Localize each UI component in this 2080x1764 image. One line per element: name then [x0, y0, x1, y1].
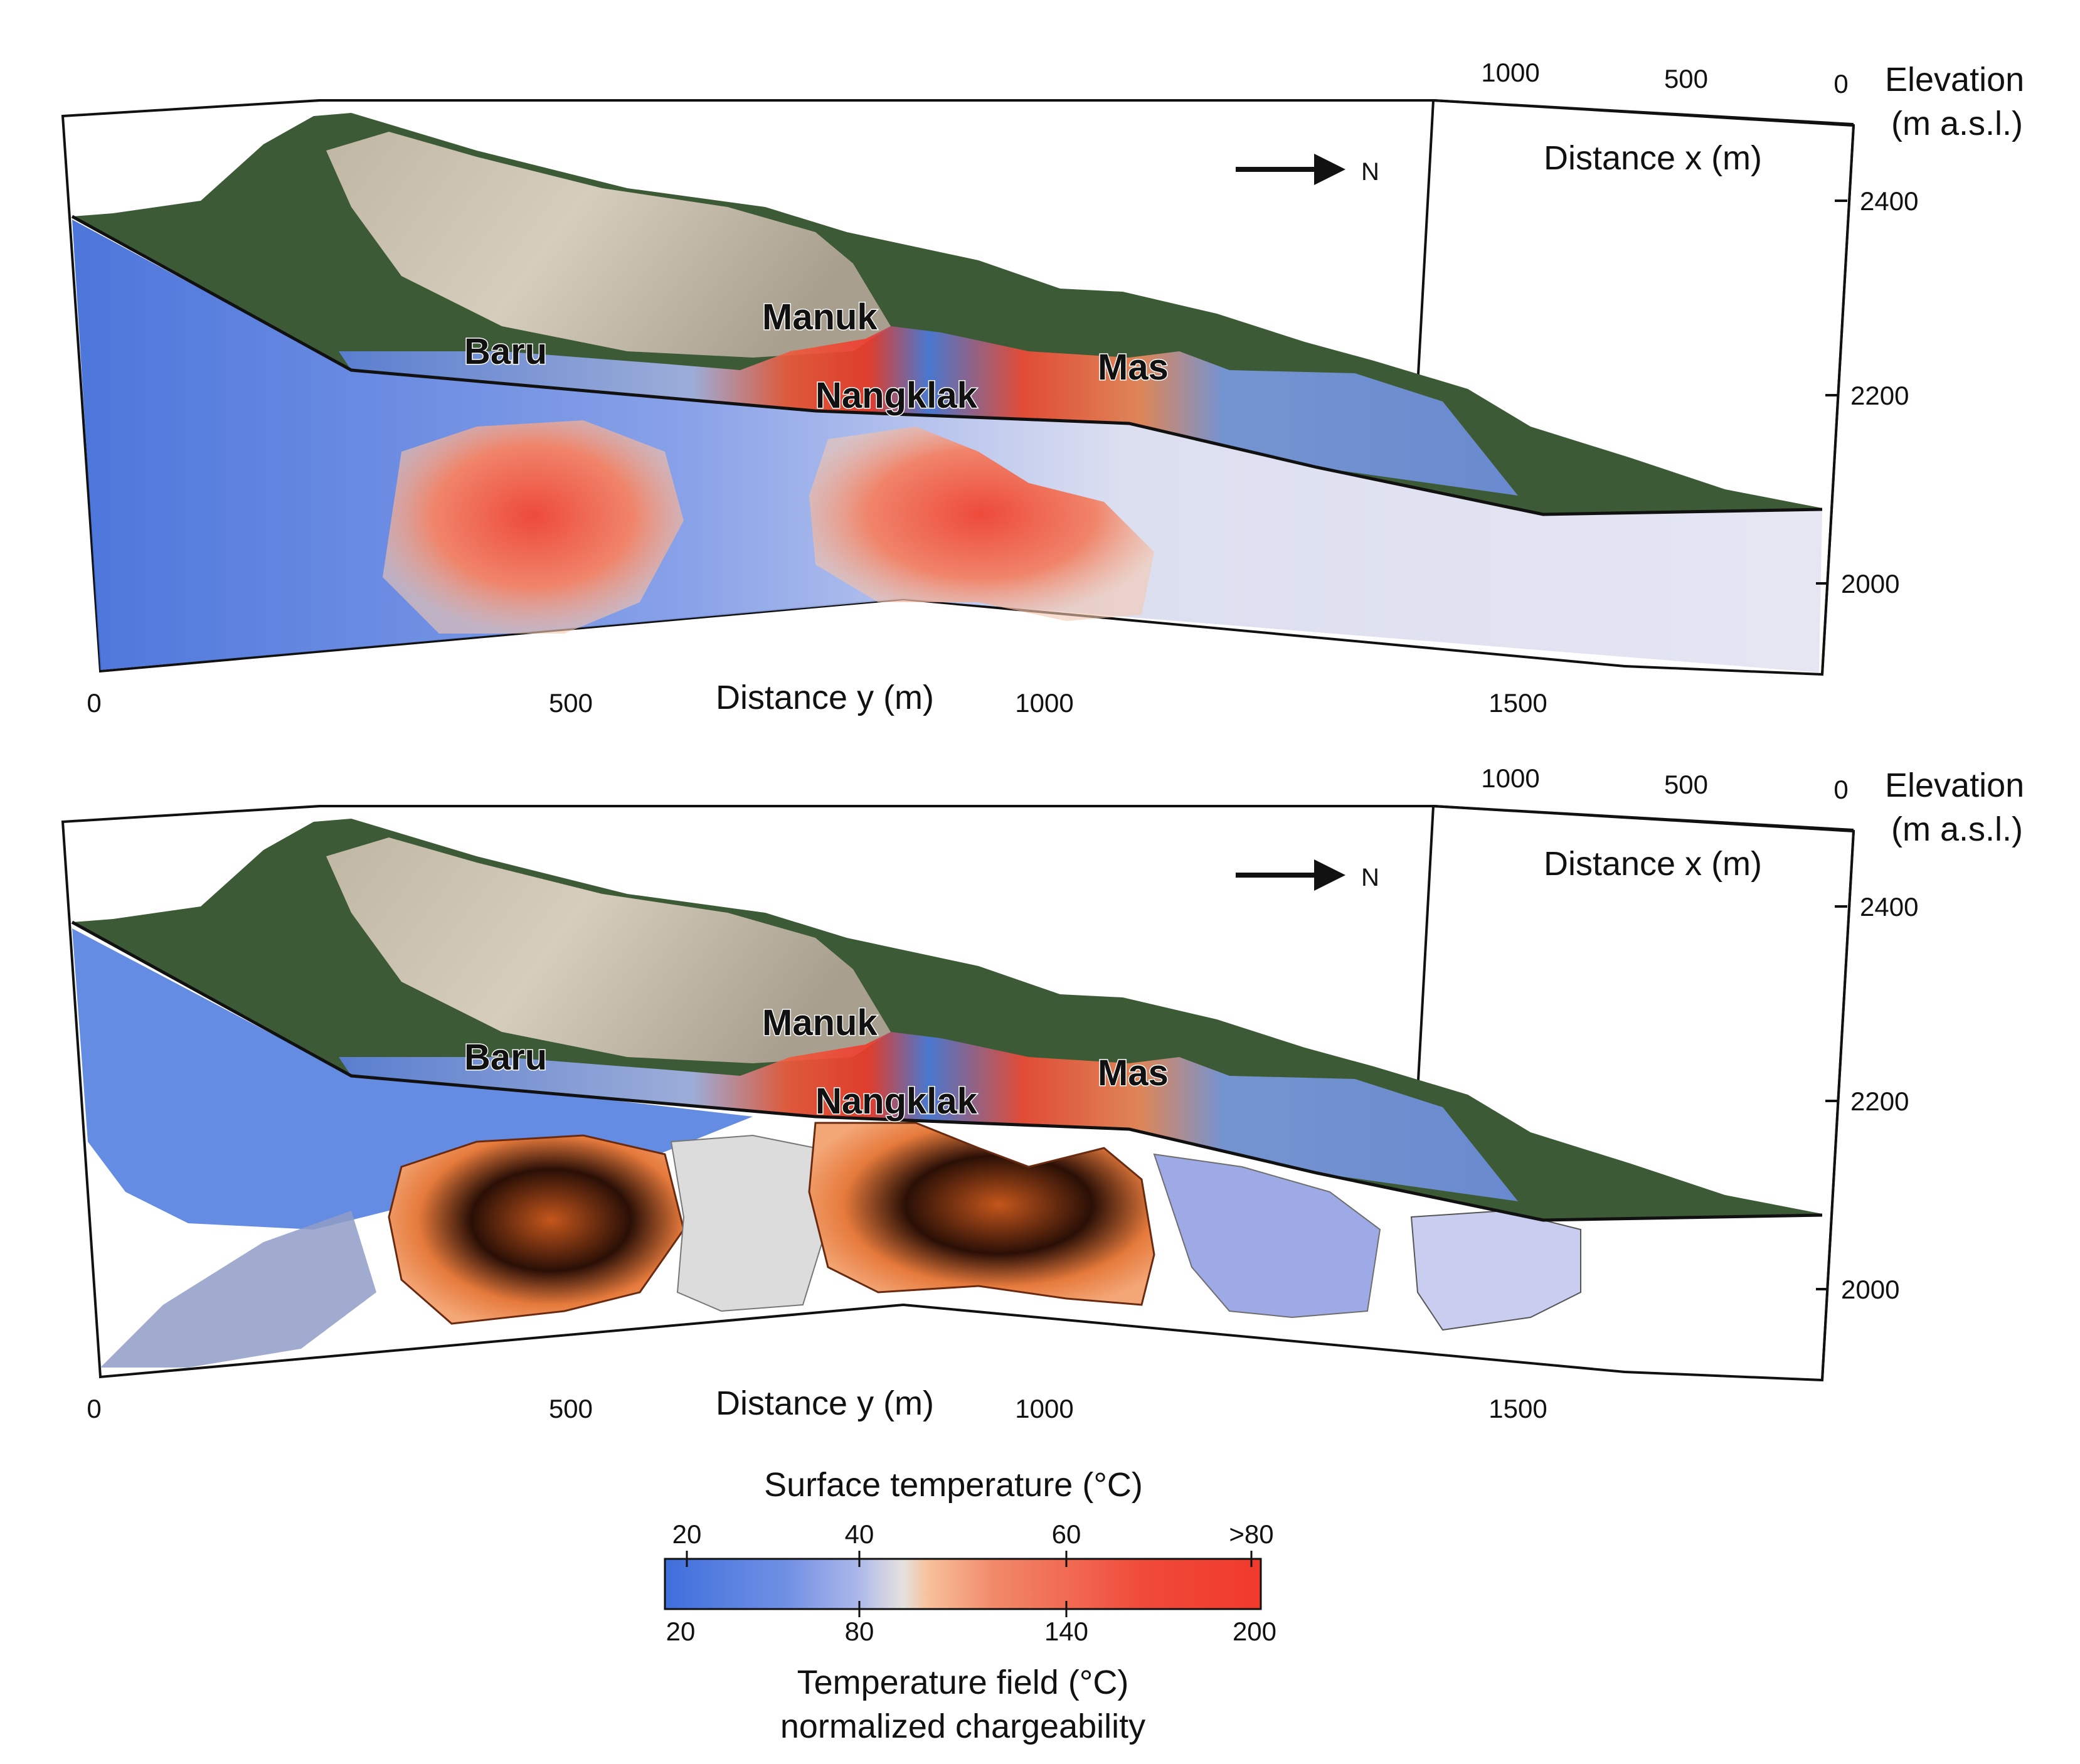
legend-top-tick: 20 — [672, 1519, 702, 1549]
y-tick-label: 1000 — [1015, 1394, 1073, 1423]
x-tick-label: 500 — [1664, 770, 1708, 799]
isosurface-hot-2 — [808, 1122, 1155, 1306]
x-axis-title: Distance x (m) — [1544, 139, 1762, 177]
z-axis-title-line1: Elevation — [1885, 767, 2024, 804]
terrain-surface-temp — [339, 1032, 1518, 1201]
legend-bottom-tick: 200 — [1233, 1617, 1276, 1646]
isosurface-cold-right — [1153, 1153, 1381, 1319]
y-tick-label: 500 — [549, 688, 593, 718]
site-label-baru: Baru — [464, 331, 547, 372]
anomaly-hot-1 — [383, 420, 684, 634]
site-label-nangklak: Nangklak — [815, 1081, 978, 1122]
north-arrow-icon — [1314, 859, 1345, 891]
x-tick-label: 0 — [1833, 69, 1848, 98]
y-axis-title: Distance y (m) — [716, 679, 934, 716]
y-axis-title: Distance y (m) — [716, 1384, 934, 1422]
x-tick-label: 0 — [1833, 775, 1848, 804]
z-tick-label: 2200 — [1850, 381, 1909, 410]
site-label-mas: Mas — [1098, 347, 1169, 388]
x-tick-label: 1000 — [1481, 58, 1539, 87]
site-label-mas: Mas — [1098, 1053, 1169, 1093]
z-tick-label: 2200 — [1850, 1087, 1909, 1116]
y-tick-label: 0 — [87, 688, 101, 718]
site-label-manuk: Manuk — [762, 1002, 878, 1043]
legend-top-tick: >80 — [1229, 1519, 1273, 1549]
x-axis-line — [1433, 805, 1854, 831]
legend-bottom-tick: 80 — [845, 1617, 874, 1646]
legend-bottom-tick: 140 — [1044, 1617, 1088, 1646]
legend-top-tick: 60 — [1052, 1519, 1081, 1549]
legend-top-tick: 40 — [845, 1519, 874, 1549]
isosurface-neutral — [670, 1134, 829, 1312]
x-tick-label: 500 — [1664, 64, 1708, 93]
terrain-ridge-line — [71, 215, 1823, 516]
north-arrow-icon — [1314, 154, 1345, 185]
z-axis-title-line1: Elevation — [1885, 61, 2024, 98]
color-legend: Surface temperature (°C) 20 40 60 >80 20… — [664, 1466, 1276, 1745]
legend-colorbar — [664, 1558, 1262, 1610]
z-tick-label: 2000 — [1841, 1275, 1899, 1304]
z-tick-label: 2000 — [1841, 569, 1899, 598]
z-tick-label: 2400 — [1860, 186, 1918, 216]
site-label-manuk: Manuk — [762, 297, 878, 337]
anomaly-hot-2 — [809, 427, 1154, 621]
terrain-ridge-line — [71, 920, 1823, 1222]
z-tick-label: 2400 — [1860, 892, 1918, 922]
isosurface-cold-far-right — [1410, 1209, 1581, 1331]
legend-bottom-title-line1: Temperature field (°C) — [797, 1664, 1129, 1701]
site-label-nangklak: Nangklak — [815, 375, 978, 416]
y-tick-label: 500 — [549, 1394, 593, 1423]
x-axis-line — [1433, 99, 1854, 125]
box-back-edge — [1416, 805, 1435, 1092]
isosurface-cold-lower — [100, 1211, 376, 1368]
x-tick-label: 1000 — [1481, 763, 1539, 793]
terrain-bare — [326, 837, 891, 1063]
x-axis-title: Distance x (m) — [1544, 845, 1762, 883]
z-axis-title-line2: (m a.s.l.) — [1891, 810, 2023, 848]
terrain-surface-temp — [339, 326, 1518, 496]
panel-top: N 1000 500 0 Distance x (m) 2400 2200 20… — [61, 58, 2024, 718]
panel-bottom: N 1000 500 0 Distance x (m) 2400 2200 20… — [61, 763, 2024, 1423]
y-tick-label: 1000 — [1015, 688, 1073, 718]
site-label-baru: Baru — [464, 1037, 547, 1078]
terrain-bare — [326, 132, 891, 358]
north-label: N — [1361, 864, 1379, 891]
z-axis-title-line2: (m a.s.l.) — [1891, 105, 2023, 142]
y-tick-label: 1500 — [1488, 1394, 1547, 1423]
legend-bottom-title-line2: normalized chargeability — [780, 1708, 1145, 1745]
y-tick-label: 1500 — [1488, 688, 1547, 718]
y-tick-label: 0 — [87, 1394, 101, 1423]
isosurface-hot-1 — [388, 1134, 685, 1325]
legend-top-title: Surface temperature (°C) — [764, 1466, 1143, 1504]
box-back-edge — [1416, 100, 1435, 386]
north-label: N — [1361, 158, 1379, 186]
legend-bottom-tick: 20 — [666, 1617, 696, 1646]
